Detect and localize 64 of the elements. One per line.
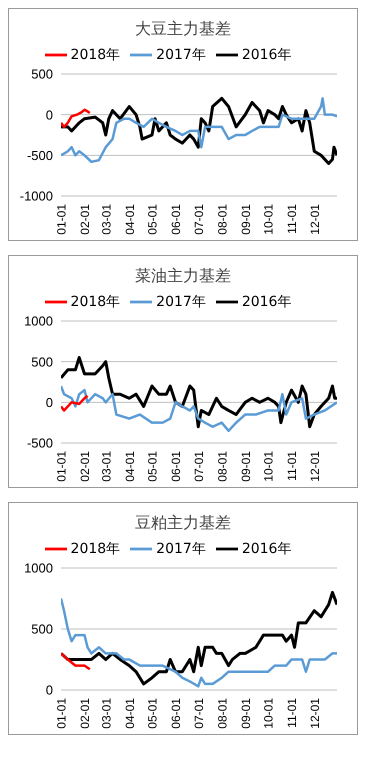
legend-label: 2016年 [242, 294, 292, 310]
line-series [61, 108, 92, 128]
y-tick-label: 0 [46, 682, 53, 698]
y-tick-label: 500 [31, 354, 53, 370]
y-tick-label: -500 [26, 148, 53, 163]
x-tick-label: 06-01 [169, 204, 184, 235]
legend-label: 2018年 [70, 294, 120, 310]
x-tick-label: 05-01 [146, 450, 160, 482]
x-tick-label: 04-01 [122, 204, 137, 235]
x-tick-label: 06-01 [169, 450, 184, 482]
y-tick-label: 1000 [24, 560, 53, 576]
x-tick-label: 09-01 [238, 204, 253, 235]
x-tick-label: 10-01 [262, 698, 276, 729]
x-tick-label: 02-01 [78, 698, 92, 729]
legend-label: 2018年 [70, 46, 120, 63]
legend-label: 2016年 [242, 540, 292, 557]
x-tick-label: 09-01 [238, 698, 253, 729]
x-tick-label: 03-01 [99, 450, 114, 482]
x-tick-label: 07-01 [192, 450, 206, 482]
x-tick-label: 03-01 [99, 698, 114, 729]
chart-title: 菜油主力基差 [134, 265, 232, 287]
y-tick-label: 0 [46, 107, 53, 122]
legend-label: 2017年 [156, 540, 206, 557]
x-tick-label: 04-01 [122, 450, 137, 482]
line-series [61, 384, 337, 432]
x-tick-label: 08-01 [215, 450, 230, 482]
y-tick-label: 500 [31, 622, 53, 637]
x-tick-label: 03-01 [99, 204, 114, 235]
x-tick-label: 12-01 [308, 698, 322, 729]
x-tick-label: 02-01 [78, 204, 92, 235]
x-tick-label: 10-01 [262, 204, 276, 235]
y-tick-label: 1000 [24, 314, 53, 329]
x-tick-label: 10-01 [262, 450, 276, 482]
x-tick-label: 07-01 [192, 204, 206, 235]
y-tick-label: -500 [26, 436, 53, 451]
x-tick-label: 08-01 [215, 698, 230, 729]
line-series [61, 394, 89, 412]
x-tick-label: 01-01 [54, 450, 69, 482]
x-tick-label: 05-01 [146, 698, 160, 729]
y-tick-label: 500 [31, 66, 53, 82]
x-tick-label: 06-01 [169, 698, 184, 729]
x-tick-label: 05-01 [146, 204, 160, 235]
chart-title: 大豆主力基差 [134, 18, 232, 40]
chart-title: 豆粕主力基差 [134, 512, 232, 534]
x-tick-label: 01-01 [54, 204, 69, 235]
x-tick-label: 12-01 [308, 450, 322, 482]
line-series [61, 356, 337, 428]
x-tick-label: 11-01 [285, 204, 300, 234]
x-tick-label: 07-01 [192, 698, 206, 729]
x-tick-label: 11-01 [285, 698, 300, 728]
x-tick-label: 04-01 [122, 698, 137, 729]
line-series [61, 652, 92, 671]
legend-label: 2017年 [156, 294, 206, 310]
y-tick-label: -1000 [20, 188, 53, 204]
x-tick-label: 02-01 [78, 450, 92, 482]
x-tick-label: 11-01 [285, 450, 300, 481]
x-tick-label: 09-01 [238, 450, 253, 482]
legend-label: 2018年 [70, 540, 120, 557]
x-tick-label: 01-01 [54, 698, 69, 729]
y-tick-label: 0 [46, 394, 53, 410]
x-tick-label: 12-01 [308, 204, 322, 235]
legend-label: 2017年 [156, 46, 206, 63]
legend-label: 2016年 [242, 46, 292, 63]
x-tick-label: 08-01 [215, 204, 230, 235]
